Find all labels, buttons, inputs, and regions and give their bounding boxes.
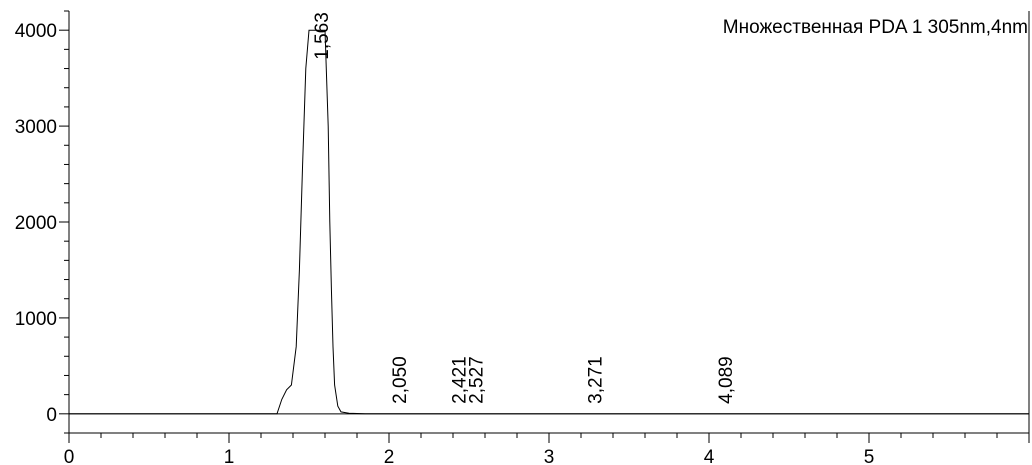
trace: [69, 29, 1029, 415]
peak-label: 2,527: [466, 356, 487, 404]
x-tick-label: 4: [704, 447, 715, 465]
y-tick-label: 2000: [15, 213, 57, 234]
y-tick-label: 4000: [15, 21, 57, 42]
y-tick-label: 1000: [15, 309, 57, 330]
peak-label: 1,563: [312, 12, 333, 60]
peak-label: 4,089: [716, 356, 737, 404]
peak-label: 2,050: [390, 356, 411, 404]
axes: 0 1000 2000 3000 4000 0 1 2 3 4 5: [15, 10, 1030, 465]
x-tick-label: 0: [64, 447, 75, 465]
x-tick-label: 5: [864, 447, 875, 465]
x-tick-label: 1: [224, 447, 235, 465]
channel-label: Множественная PDA 1 305nm,4nm: [723, 17, 1028, 38]
y-tick-label: 3000: [15, 117, 57, 138]
x-tick-label: 3: [544, 447, 555, 465]
signal-trace: [69, 29, 1029, 415]
y-tick-label: 0: [46, 405, 57, 426]
peak-label: 3,271: [585, 356, 606, 404]
x-tick-label: 2: [384, 447, 395, 465]
peak-label: 2,421: [449, 356, 470, 404]
